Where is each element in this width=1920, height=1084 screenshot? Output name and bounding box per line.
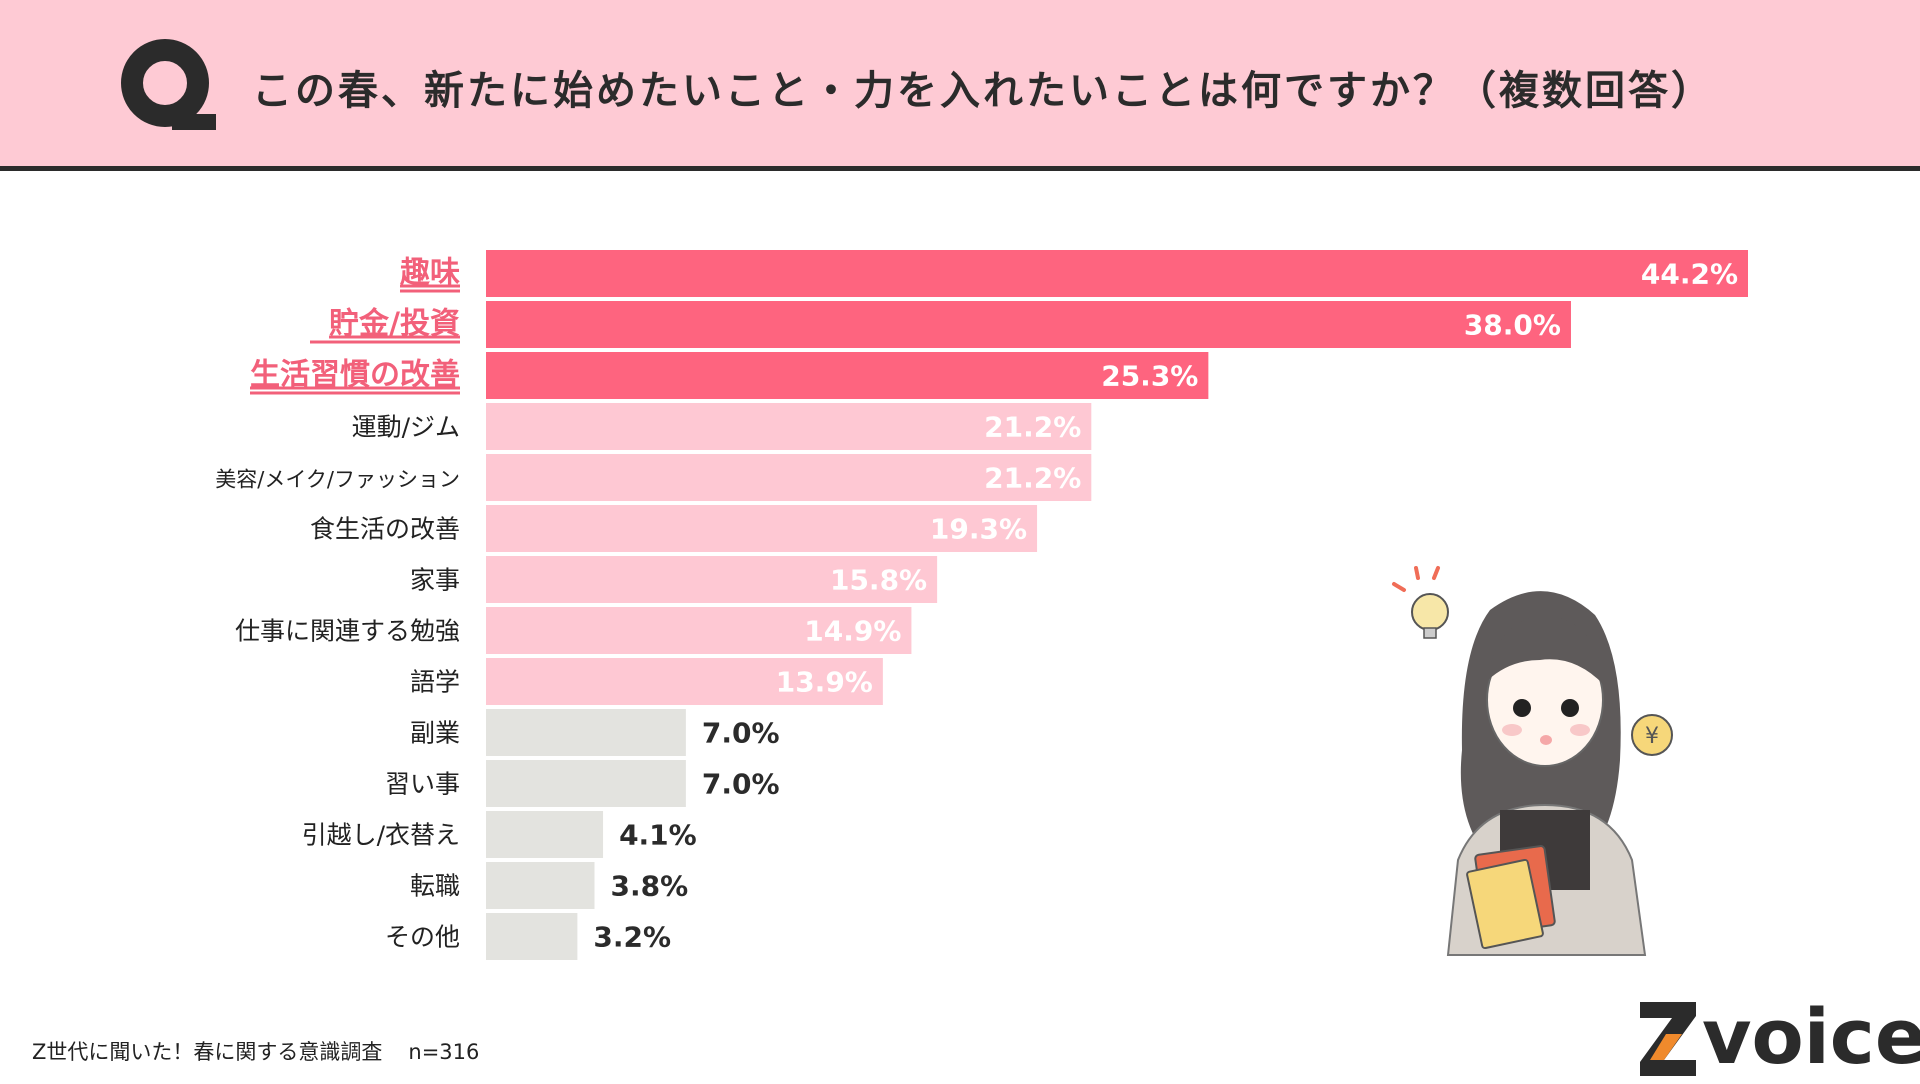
category-label: 食生活の改善: [310, 515, 460, 544]
bar-13: [486, 862, 595, 909]
zvoice-logo: voice: [1636, 992, 1920, 1081]
survey-name: Z世代に聞いた！春に関する意識調査: [32, 1040, 383, 1064]
value-label: 7.0%: [702, 717, 780, 750]
category-label: 語学: [410, 668, 460, 697]
q-icon: [121, 39, 216, 130]
bar-7: [486, 556, 938, 603]
question-title: この春、新たに始めたいこと・力を入れたいことは何ですか？（複数回答）: [252, 68, 1714, 114]
value-label: 3.2%: [593, 921, 671, 954]
value-label: 25.3%: [1101, 360, 1198, 393]
value-label: 14.9%: [804, 615, 901, 648]
category-label: 生活習慣の改善: [250, 358, 460, 393]
value-label: 15.8%: [830, 564, 927, 597]
value-label: 3.8%: [610, 870, 688, 903]
category-label: 美容/メイク/ファッション: [215, 468, 460, 492]
value-label: 38.0%: [1464, 309, 1561, 342]
value-label: 13.9%: [776, 666, 873, 699]
bar-4: [486, 403, 1092, 450]
girl-illustration: ¥: [1392, 566, 1673, 956]
z-logo-icon: [1640, 1002, 1696, 1076]
bar-2: [486, 301, 1571, 348]
category-label: 副業: [410, 719, 460, 748]
bar-1: [486, 250, 1748, 297]
bar-9: [486, 658, 883, 705]
header-banner: この春、新たに始めたいこと・力を入れたいことは何ですか？（複数回答）: [0, 0, 1920, 171]
value-label: 44.2%: [1641, 258, 1738, 291]
value-label: 19.3%: [930, 513, 1027, 546]
category-label: 家事: [410, 566, 460, 595]
sample-size: n=316: [408, 1040, 480, 1064]
bar-chart: 趣味 44.2% 貯金/投資 38.0% 生活習慣の改善 25.3% 運動/ジム 21.2% 美…: [215, 250, 1748, 960]
bar-3: [486, 352, 1209, 399]
bar-10: [486, 709, 686, 756]
value-label: 21.2%: [984, 462, 1081, 495]
category-label: 転職: [410, 872, 460, 901]
category-label: 運動/ジム: [352, 413, 460, 442]
category-label: 引越し/衣替え: [302, 821, 460, 850]
category-label: 趣味: [400, 256, 460, 291]
category-label: 仕事に関連する勉強: [235, 617, 460, 646]
category-label: 貯金/投資: [329, 307, 460, 342]
bar-5: [486, 454, 1092, 501]
yen-coin-icon: ¥: [1631, 714, 1673, 756]
logo-text: voice: [1702, 992, 1920, 1081]
value-label: 4.1%: [619, 819, 697, 852]
category-label: その他: [385, 923, 460, 952]
label-underline: [250, 391, 460, 395]
label-underline: [310, 340, 460, 344]
category-label: 習い事: [385, 770, 460, 799]
books-icon: [1466, 845, 1556, 950]
bar-11: [486, 760, 686, 807]
bar-12: [486, 811, 604, 858]
svg-text:¥: ¥: [1645, 724, 1659, 749]
bar-6: [486, 505, 1038, 552]
bar-14: [486, 913, 578, 960]
bar-8: [486, 607, 912, 654]
value-label: 7.0%: [702, 768, 780, 801]
survey-footnote: Z世代に聞いた！春に関する意識調査 n=316: [32, 1036, 479, 1066]
lightbulb-icon: [1392, 566, 1449, 639]
value-label: 21.2%: [984, 411, 1081, 444]
label-underline: [400, 289, 460, 293]
